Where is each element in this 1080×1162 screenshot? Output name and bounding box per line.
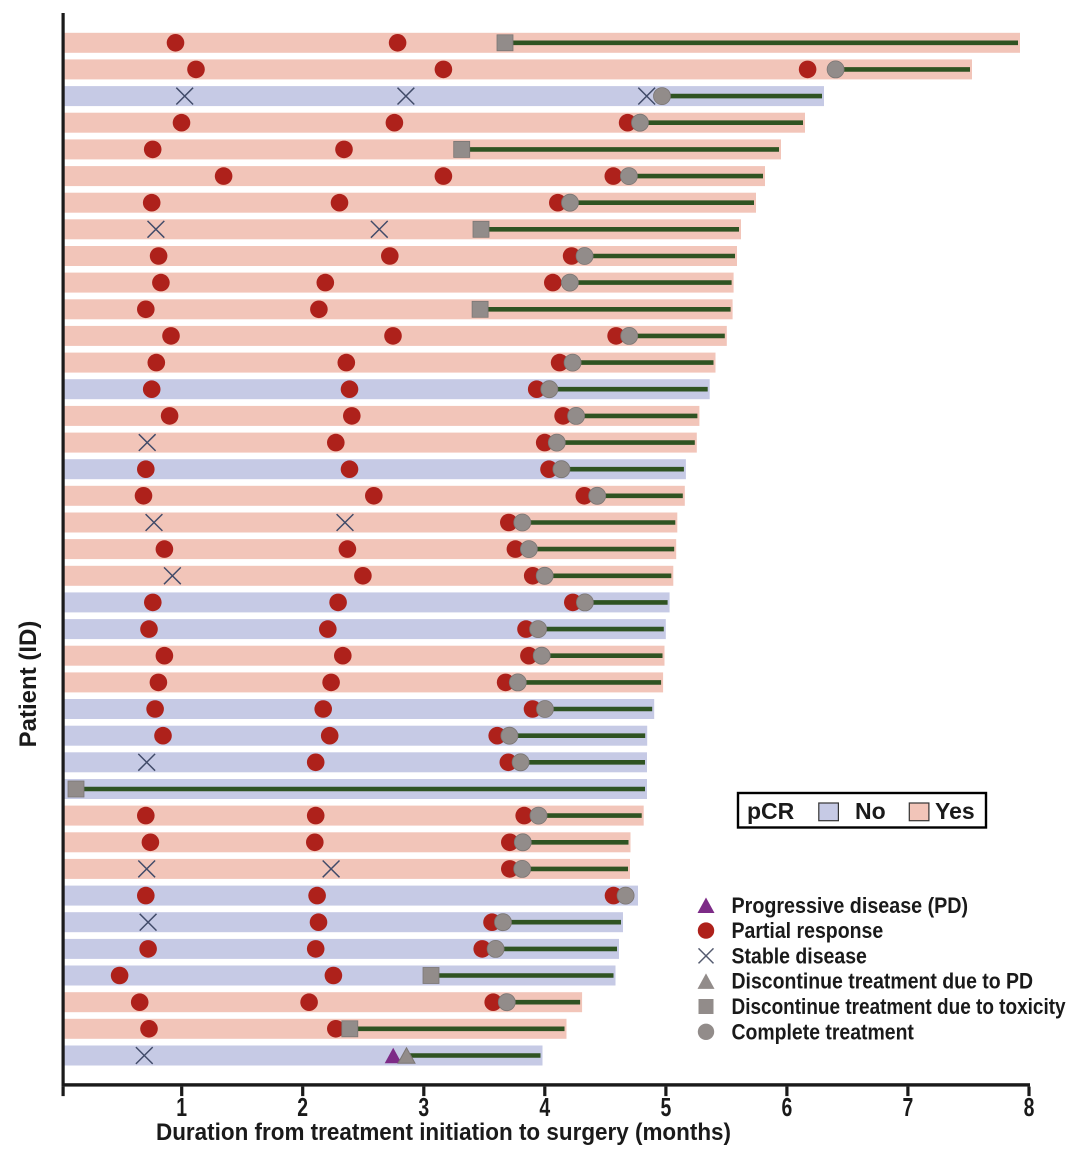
svg-text:Yes: Yes — [935, 798, 975, 824]
svg-text:8: 8 — [1024, 1092, 1035, 1122]
svg-text:Partial response: Partial response — [732, 918, 884, 943]
svg-text:Progressive disease (PD): Progressive disease (PD) — [732, 893, 969, 918]
svg-text:Discontinue treatment due to P: Discontinue treatment due to PD — [732, 969, 1034, 994]
svg-text:6: 6 — [782, 1092, 793, 1122]
svg-text:5: 5 — [661, 1092, 672, 1122]
svg-text:2: 2 — [297, 1092, 308, 1122]
svg-text:No: No — [855, 798, 886, 824]
svg-text:Duration from treatment initia: Duration from treatment initiation to su… — [156, 1119, 731, 1146]
svg-text:pCR: pCR — [747, 798, 795, 824]
svg-text:4: 4 — [539, 1092, 550, 1122]
svg-text:3: 3 — [418, 1092, 429, 1122]
svg-text:1: 1 — [176, 1092, 187, 1122]
svg-text:Complete treatment: Complete treatment — [732, 1019, 915, 1044]
svg-text:Stable disease: Stable disease — [732, 943, 867, 968]
svg-text:Discontinue treatment due to t: Discontinue treatment due to toxicity — [732, 994, 1067, 1019]
svg-text:7: 7 — [903, 1092, 914, 1122]
svg-text:Patient (ID): Patient (ID) — [15, 621, 42, 748]
